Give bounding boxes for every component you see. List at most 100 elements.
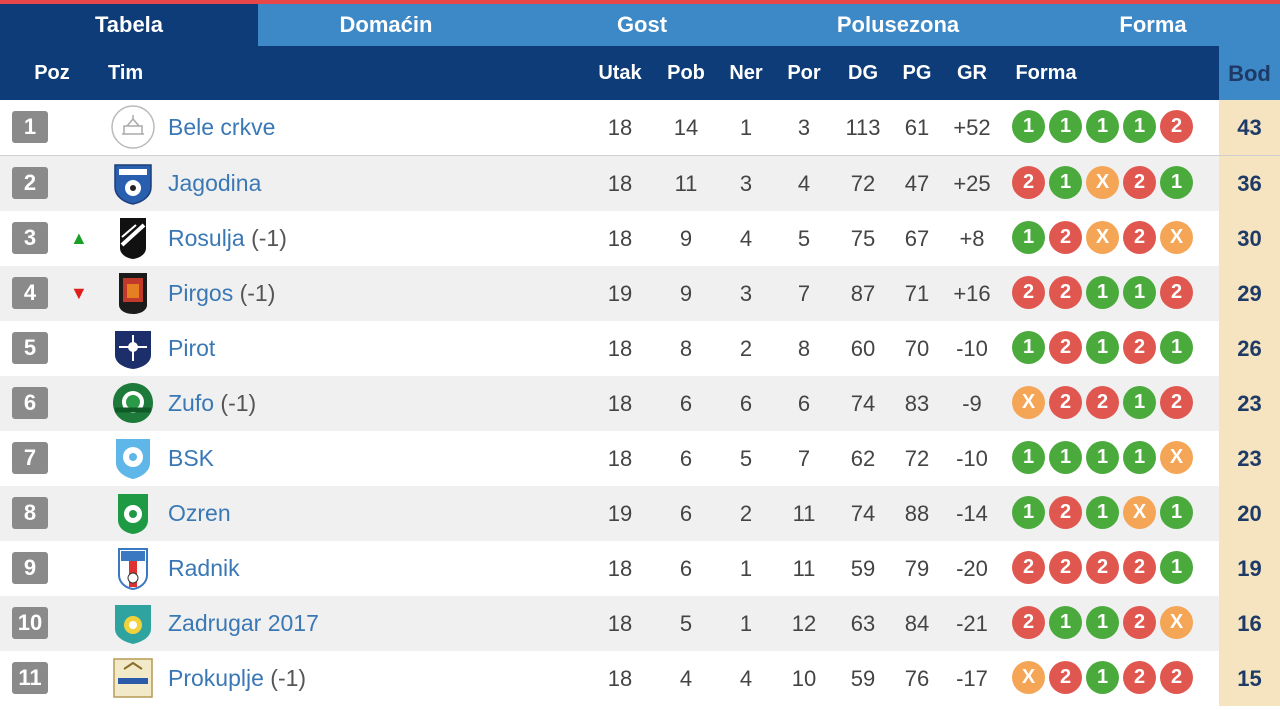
team-name-link[interactable]: Pirgos (-1) [168,266,275,321]
form-win-badge[interactable]: 1 [1049,606,1082,639]
team-name-link[interactable]: Rosulja (-1) [168,211,287,266]
form-win-badge[interactable]: 1 [1086,441,1119,474]
form-win-badge[interactable]: 1 [1086,606,1119,639]
pirot-crest-icon[interactable] [110,325,156,371]
table-row[interactable]: 8 Ozren 19 6 2 11 74 88 -14 1 2 1 X 1 20 [0,486,1280,541]
tab-tabela[interactable]: Tabela [0,4,258,46]
col-utak[interactable]: Utak [598,62,642,84]
form-win-badge[interactable]: 1 [1160,331,1193,364]
radnik-crest-icon[interactable] [110,545,156,591]
form-win-badge[interactable]: 1 [1123,441,1156,474]
form-win-badge[interactable]: 1 [1086,110,1119,143]
col-tim[interactable]: Tim [108,62,144,84]
form-loss-badge[interactable]: 2 [1160,110,1193,143]
pirgos-crest-icon[interactable] [110,270,156,316]
form-loss-badge[interactable]: 2 [1160,661,1193,694]
form-win-badge[interactable]: 1 [1123,276,1156,309]
form-loss-badge[interactable]: 2 [1086,551,1119,584]
team-name[interactable]: Bele crkve [168,114,276,140]
col-ner[interactable]: Ner [729,62,763,84]
form-loss-badge[interactable]: 2 [1049,276,1082,309]
form-loss-badge[interactable]: 2 [1049,496,1082,529]
team-name[interactable]: Zadrugar 2017 [168,610,319,636]
form-loss-badge[interactable]: 2 [1049,661,1082,694]
col-pg[interactable]: PG [902,62,932,84]
jagodina-crest-icon[interactable] [110,160,156,206]
team-name[interactable]: Prokuplje [168,665,264,691]
col-gr[interactable]: GR [957,62,987,84]
form-loss-badge[interactable]: 2 [1049,331,1082,364]
ozren-crest-icon[interactable] [110,490,156,536]
bele-crkve-crest-icon[interactable] [110,104,156,150]
form-win-badge[interactable]: 1 [1012,441,1045,474]
form-loss-badge[interactable]: 2 [1123,331,1156,364]
team-name[interactable]: Rosulja [168,225,245,251]
team-name[interactable]: Pirot [168,335,216,361]
team-name[interactable]: Pirgos [168,280,234,306]
col-dg[interactable]: DG [848,62,878,84]
zufo-crest-icon[interactable] [110,380,156,426]
table-row[interactable]: 3 ▲ Rosulja (-1) 18 9 4 5 75 67 +8 1 2 X 2 X 30 [0,211,1280,266]
form-draw-badge[interactable]: X [1160,606,1193,639]
form-win-badge[interactable]: 1 [1012,331,1045,364]
table-row[interactable]: 4 ▼ Pirgos (-1) 19 9 3 7 87 71 +16 2 2 1 1 2 29 [0,266,1280,321]
form-loss-badge[interactable]: 2 [1049,551,1082,584]
form-draw-badge[interactable]: X [1086,166,1119,199]
form-loss-badge[interactable]: 2 [1123,551,1156,584]
form-win-badge[interactable]: 1 [1049,110,1082,143]
tab-forma[interactable]: Forma [1119,12,1187,37]
table-row[interactable]: 5 Pirot 18 8 2 8 60 70 -10 1 2 1 2 1 26 [0,321,1280,376]
team-name[interactable]: Zufo [168,390,215,416]
form-win-badge[interactable]: 1 [1086,661,1119,694]
form-win-badge[interactable]: 1 [1012,221,1045,254]
form-loss-badge[interactable]: 2 [1012,551,1045,584]
team-name-link[interactable]: Zufo (-1) [168,376,256,431]
team-name-link[interactable]: Bele crkve [168,100,275,155]
form-win-badge[interactable]: 1 [1123,110,1156,143]
form-draw-badge[interactable]: X [1160,221,1193,254]
form-loss-badge[interactable]: 2 [1123,606,1156,639]
col-por[interactable]: Por [787,62,821,84]
table-row[interactable]: 10 Zadrugar 2017 18 5 1 12 63 84 -21 2 1 1 2 X 16 [0,596,1280,651]
form-loss-badge[interactable]: 2 [1123,661,1156,694]
zadrugar-crest-icon[interactable] [110,600,156,646]
table-row[interactable]: 6 Zufo (-1) 18 6 6 6 74 83 -9 X 2 2 1 2 23 [0,376,1280,431]
col-bod[interactable]: Bod [1219,46,1280,101]
team-name[interactable]: Ozren [168,500,231,526]
form-loss-badge[interactable]: 2 [1012,166,1045,199]
table-row[interactable]: 9 Radnik 18 6 1 11 59 79 -20 2 2 2 2 1 19 [0,541,1280,596]
form-draw-badge[interactable]: X [1086,221,1119,254]
form-win-badge[interactable]: 1 [1012,496,1045,529]
form-draw-badge[interactable]: X [1160,441,1193,474]
form-loss-badge[interactable]: 2 [1123,166,1156,199]
col-forma[interactable]: Forma [1015,62,1077,84]
team-name-link[interactable]: Prokuplje (-1) [168,651,306,706]
col-pob[interactable]: Pob [667,62,705,84]
form-loss-badge[interactable]: 2 [1086,386,1119,419]
team-name-link[interactable]: BSK [168,431,214,486]
team-name-link[interactable]: Radnik [168,541,240,596]
table-row[interactable]: 11 Prokuplje (-1) 18 4 4 10 59 76 -17 X 2 1 2 2 15 [0,651,1280,706]
form-draw-badge[interactable]: X [1012,386,1045,419]
form-loss-badge[interactable]: 2 [1012,606,1045,639]
form-win-badge[interactable]: 1 [1049,441,1082,474]
form-win-badge[interactable]: 1 [1123,386,1156,419]
team-name-link[interactable]: Ozren [168,486,231,541]
form-loss-badge[interactable]: 2 [1160,276,1193,309]
form-win-badge[interactable]: 1 [1086,276,1119,309]
form-draw-badge[interactable]: X [1123,496,1156,529]
form-win-badge[interactable]: 1 [1049,166,1082,199]
team-name[interactable]: BSK [168,445,215,471]
tab-gost[interactable]: Gost [616,12,668,37]
rosulja-crest-icon[interactable] [110,215,156,261]
team-name[interactable]: Radnik [168,555,240,581]
col-poz[interactable]: Poz [34,62,70,84]
form-win-badge[interactable]: 1 [1160,166,1193,199]
table-row[interactable]: 1 Bele crkve 18 14 1 3 113 61 +52 1 1 1 1 2 43 [0,100,1280,156]
form-loss-badge[interactable]: 2 [1012,276,1045,309]
team-name-link[interactable]: Zadrugar 2017 [168,596,319,651]
table-row[interactable]: 7 BSK 18 6 5 7 62 72 -10 1 1 1 1 X 23 [0,431,1280,486]
form-loss-badge[interactable]: 2 [1049,221,1082,254]
tab-polusezona[interactable]: Polusezona [836,12,960,37]
team-name-link[interactable]: Pirot [168,321,215,376]
